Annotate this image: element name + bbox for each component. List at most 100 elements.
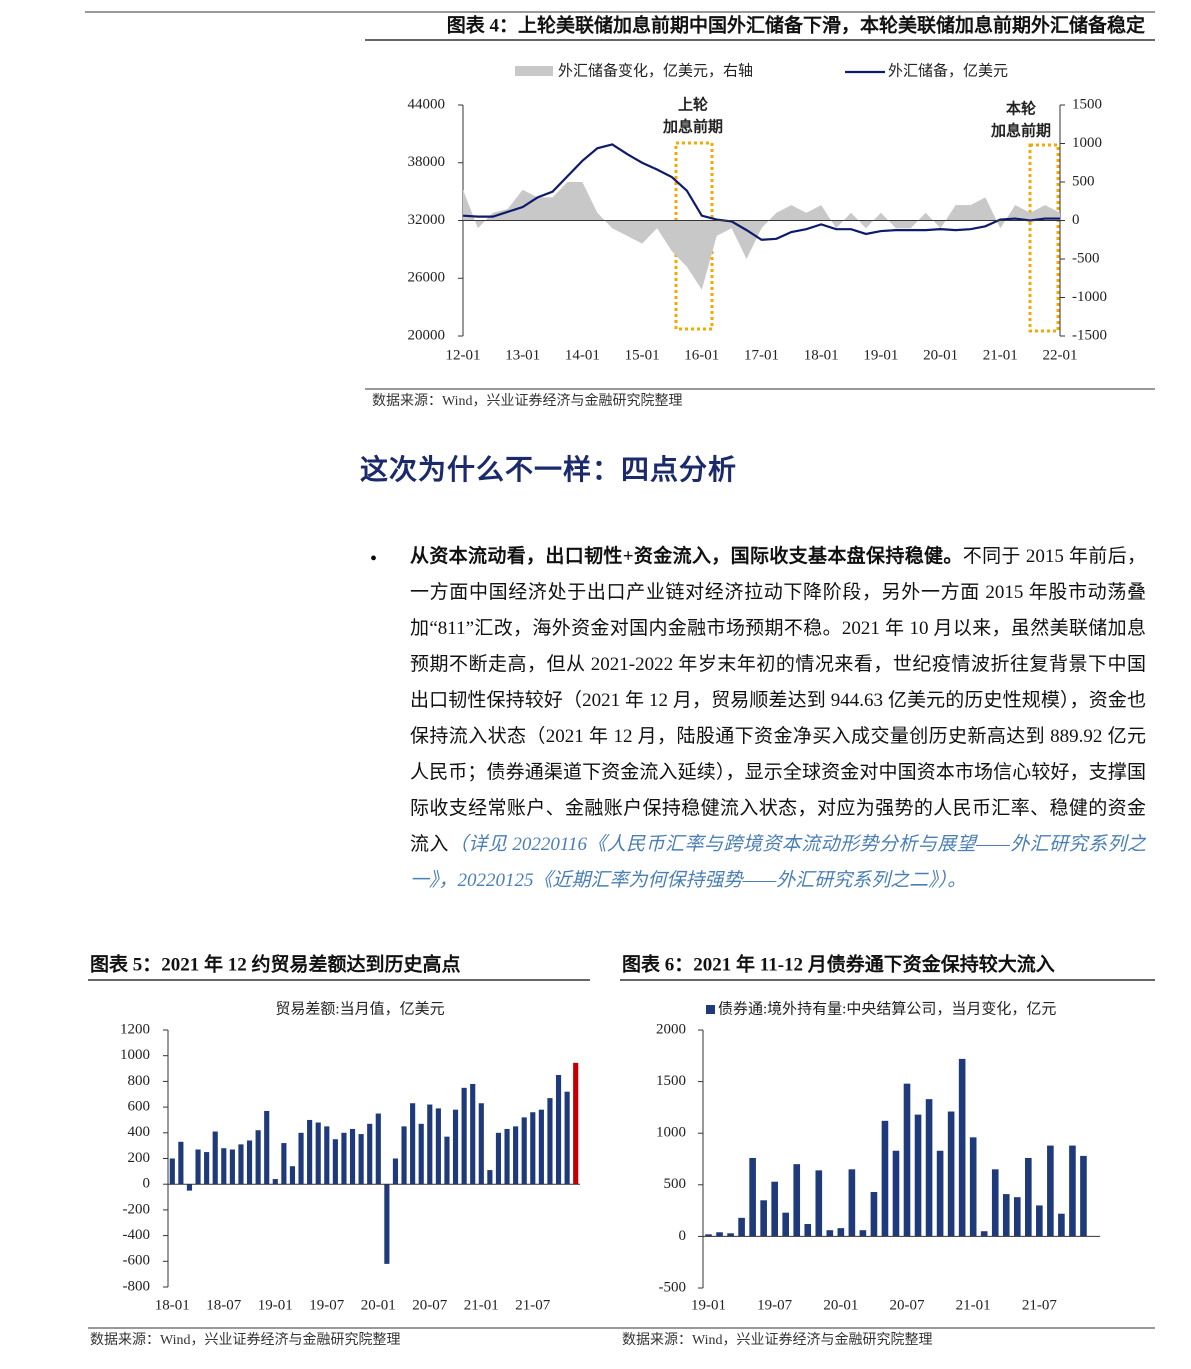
body: 不同于 2015 年前后，一方面中国经济处于出口产业链对经济拉动下降阶段，另外一… [410, 546, 1146, 855]
y-tick-label: 32000 [408, 212, 446, 228]
bar [749, 1157, 756, 1237]
bar [452, 1109, 459, 1185]
bar [358, 1134, 364, 1185]
bar [495, 1132, 502, 1185]
bar [958, 1058, 966, 1237]
y-tick-label: 20000 [408, 327, 446, 343]
x-tick-label: 13-01 [505, 347, 540, 363]
legend-label: 债券通:境外持有量:中央结算公司，当月变化，亿元 [718, 999, 1056, 1017]
x-tick-label: 18-01 [155, 1297, 190, 1313]
x-tick-label: 21-01 [464, 1297, 499, 1313]
bar [255, 1130, 261, 1185]
bullet: • [370, 548, 378, 570]
legend-label: 贸易差额:当月值，亿美元 [275, 1000, 444, 1017]
bar [341, 1132, 347, 1185]
y-tick-label: 500 [664, 1176, 687, 1192]
bar [272, 1179, 278, 1185]
paragraph: 从资本流动看，出口韧性+资金流入，国际收支基本盘保持稳健。不同于 2015 年前… [410, 539, 1146, 899]
bar [716, 1232, 723, 1237]
bar [375, 1113, 381, 1185]
x-tick-label: 19-07 [757, 1297, 792, 1313]
legend-swatch [515, 66, 553, 76]
bar [186, 1184, 193, 1191]
bar [881, 1120, 889, 1237]
x-tick-label: 17-01 [744, 347, 779, 363]
line [462, 143, 1060, 241]
annotation: 加息前期 [662, 117, 723, 135]
bar [991, 1169, 999, 1237]
bar [204, 1152, 210, 1185]
x-tick-label: 12-01 [446, 347, 481, 363]
bar [837, 1228, 845, 1237]
x-tick-label: 19-01 [691, 1297, 726, 1313]
bar [914, 1114, 922, 1237]
y-tick-label: 1000 [656, 1125, 686, 1141]
y-tick-label: 2000 [656, 1021, 686, 1037]
bar [178, 1141, 184, 1185]
bar [1047, 1145, 1054, 1237]
annotation: 本轮 [1006, 99, 1036, 117]
bar [470, 1083, 476, 1185]
bar [564, 1091, 570, 1185]
bar [547, 1098, 553, 1185]
x-tick-label: 21-01 [956, 1297, 991, 1313]
bar [504, 1128, 510, 1185]
source: 数据来源：Wind，兴业证券经济与金融研究院整理 [372, 393, 683, 409]
bar [521, 1117, 527, 1185]
bar [760, 1200, 767, 1237]
bar [925, 1099, 933, 1237]
bar [538, 1109, 544, 1185]
bar [892, 1150, 900, 1237]
bar [349, 1128, 356, 1185]
y2-tick-label: 500 [1072, 173, 1095, 189]
bar [1069, 1145, 1076, 1237]
x-tick-label: 20-07 [412, 1297, 447, 1313]
bar [870, 1192, 878, 1237]
bar [848, 1169, 856, 1237]
bar [555, 1074, 562, 1185]
bar [307, 1119, 313, 1185]
figure-title: 图表 5：2021 年 12 约贸易差额达到历史高点 [90, 952, 461, 975]
bar [1058, 1213, 1065, 1237]
bar [315, 1122, 321, 1185]
x-tick-label: 18-01 [804, 347, 839, 363]
bar [782, 1212, 790, 1237]
bar [195, 1149, 201, 1185]
bar [264, 1110, 270, 1185]
x-tick-label: 20-07 [890, 1297, 925, 1313]
bar [1002, 1194, 1010, 1237]
bar [947, 1111, 955, 1237]
annotation: 上轮 [678, 95, 708, 113]
bar [793, 1164, 801, 1237]
x-tick-label: 19-01 [863, 347, 898, 363]
bar [332, 1139, 338, 1185]
area [463, 182, 1060, 290]
bar [478, 1103, 484, 1185]
x-tick-label: 20-01 [823, 1297, 858, 1313]
y-tick-label: 38000 [408, 154, 446, 170]
bar [401, 1126, 407, 1185]
bar [826, 1230, 834, 1237]
annotation: 加息前期 [990, 121, 1051, 139]
x-tick-label: 19-07 [309, 1297, 344, 1313]
x-tick-label: 21-07 [515, 1297, 550, 1313]
y-tick-label: 600 [128, 1099, 151, 1115]
bar [738, 1217, 745, 1237]
y-tick-label: 1500 [656, 1073, 686, 1089]
bar [367, 1123, 373, 1185]
y-tick-label: 1000 [120, 1047, 150, 1063]
y2-tick-label: -1500 [1072, 327, 1107, 343]
bar [1080, 1155, 1087, 1237]
bar [859, 1230, 867, 1237]
bar [324, 1126, 330, 1185]
y-tick-label: 800 [128, 1073, 151, 1089]
x-tick-label: 21-01 [983, 347, 1018, 363]
section-heading: 这次为什么不一样：四点分析 [360, 455, 738, 486]
bar [238, 1144, 244, 1185]
bar [980, 1231, 988, 1237]
bar [573, 1062, 579, 1185]
x-tick-label: 20-01 [361, 1297, 396, 1313]
bar [246, 1140, 253, 1185]
